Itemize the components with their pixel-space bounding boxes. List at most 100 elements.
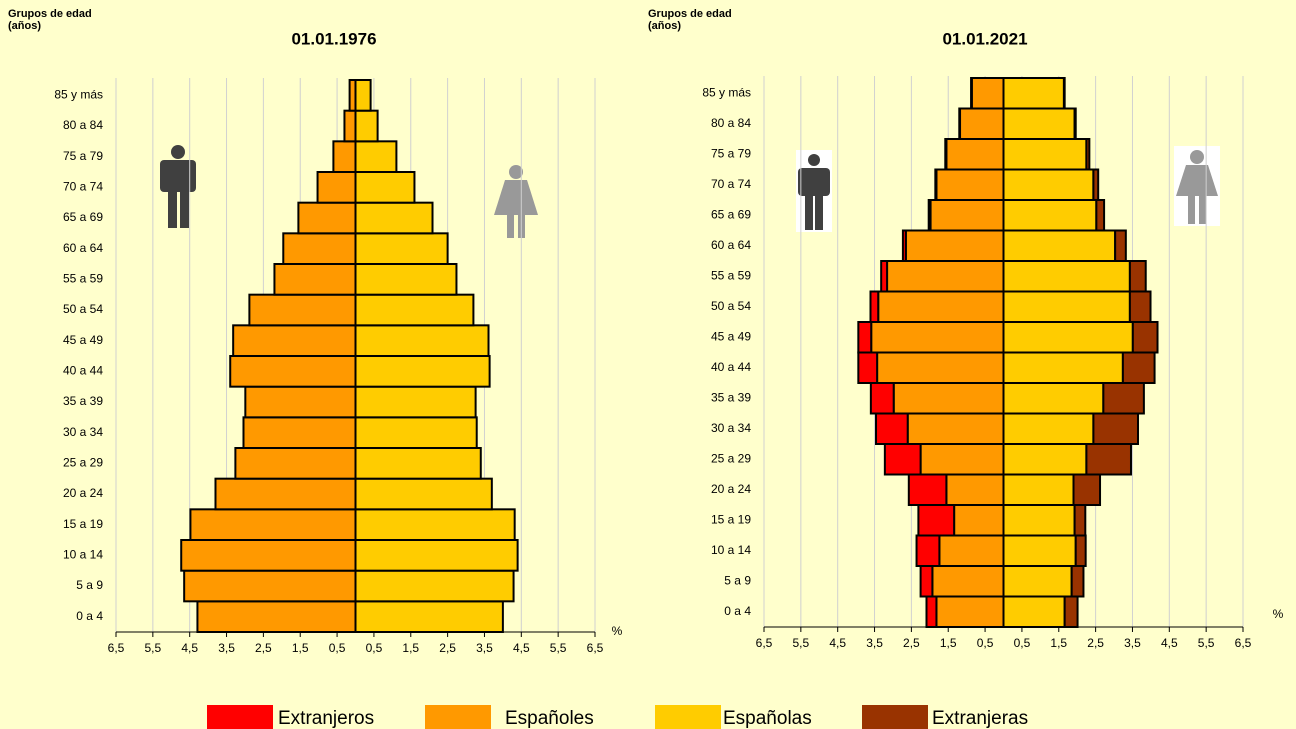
bar bbox=[354, 600, 504, 633]
legend-label: Españoles bbox=[505, 708, 594, 729]
bar bbox=[1002, 229, 1117, 262]
female-icon bbox=[1176, 150, 1218, 224]
bar bbox=[354, 109, 379, 143]
bar bbox=[929, 199, 1005, 232]
x-tick-label: 1,5 bbox=[1050, 636, 1067, 650]
bar bbox=[1085, 443, 1132, 476]
bar bbox=[1002, 443, 1088, 476]
bar bbox=[1072, 473, 1102, 506]
male-icon bbox=[798, 154, 830, 230]
bar bbox=[1002, 534, 1077, 567]
y-tick-label: 65 a 69 bbox=[711, 207, 751, 221]
x-tick-label: 4,5 bbox=[181, 641, 198, 655]
x-tick-label: 2,5 bbox=[1087, 636, 1104, 650]
female-icon bbox=[494, 165, 538, 238]
bar bbox=[1095, 199, 1106, 232]
bar bbox=[1128, 290, 1152, 323]
bar bbox=[354, 477, 493, 511]
bar bbox=[1002, 595, 1066, 628]
bar bbox=[1002, 290, 1131, 323]
x-tick-label: 5,5 bbox=[1198, 636, 1215, 650]
y-axis-label: (años) bbox=[8, 20, 41, 32]
y-tick-label: 45 a 49 bbox=[711, 329, 751, 343]
x-axis-label: % bbox=[1273, 607, 1284, 621]
x-tick-label: 5,5 bbox=[793, 636, 810, 650]
legend-label: Extranjeros bbox=[278, 708, 374, 729]
bar bbox=[904, 229, 1005, 262]
x-tick-label: 5,5 bbox=[550, 641, 567, 655]
bar bbox=[1002, 382, 1105, 415]
y-tick-label: 10 a 14 bbox=[711, 543, 751, 557]
bar bbox=[354, 263, 458, 296]
bar bbox=[959, 107, 1005, 140]
bar bbox=[883, 443, 922, 476]
y-tick-label: 60 a 64 bbox=[711, 238, 751, 252]
x-tick-label: 1,5 bbox=[292, 641, 309, 655]
y-tick-label: 50 a 54 bbox=[711, 299, 751, 313]
bar bbox=[857, 351, 879, 384]
bar bbox=[354, 416, 478, 450]
bar bbox=[196, 600, 357, 633]
legend-swatch bbox=[862, 705, 928, 729]
y-tick-label: 85 y más bbox=[702, 85, 751, 99]
bar bbox=[248, 293, 357, 327]
x-tick-label: 0,5 bbox=[1014, 636, 1031, 650]
bar bbox=[901, 229, 907, 262]
y-tick-label: 15 a 19 bbox=[711, 512, 751, 526]
y-tick-label: 5 a 9 bbox=[76, 578, 103, 592]
bar bbox=[935, 595, 1005, 628]
legend-label: Extranjeras bbox=[932, 708, 1028, 729]
bar bbox=[869, 290, 880, 323]
bar bbox=[1114, 229, 1127, 262]
legend-swatch bbox=[425, 705, 491, 729]
x-tick-label: 3,5 bbox=[218, 641, 235, 655]
bar bbox=[242, 416, 357, 450]
bar bbox=[180, 539, 357, 572]
y-tick-label: 75 a 79 bbox=[63, 149, 103, 163]
y-axis-label: Grupos de edad bbox=[648, 8, 732, 20]
bar bbox=[273, 263, 357, 296]
y-tick-label: 35 a 39 bbox=[711, 390, 751, 404]
bar bbox=[214, 477, 357, 511]
bar bbox=[927, 199, 932, 232]
bar bbox=[354, 447, 482, 480]
x-tick-label: 6,5 bbox=[1235, 636, 1252, 650]
y-tick-label: 65 a 69 bbox=[63, 210, 103, 224]
y-tick-label: 0 a 4 bbox=[76, 609, 103, 623]
bar bbox=[1070, 565, 1085, 598]
y-tick-label: 0 a 4 bbox=[724, 604, 751, 618]
y-tick-label: 35 a 39 bbox=[63, 394, 103, 408]
bar bbox=[354, 539, 519, 572]
bar bbox=[1121, 351, 1156, 384]
male-icon bbox=[160, 145, 196, 228]
y-tick-label: 45 a 49 bbox=[63, 333, 103, 347]
bar bbox=[1102, 382, 1145, 415]
x-tick-label: 2,5 bbox=[255, 641, 272, 655]
y-axis-label: Grupos de edad bbox=[8, 8, 92, 20]
bar bbox=[917, 504, 956, 537]
y-tick-label: 10 a 14 bbox=[63, 548, 103, 562]
y-tick-label: 70 a 74 bbox=[711, 177, 751, 191]
x-tick-label: 6,5 bbox=[756, 636, 773, 650]
y-tick-label: 75 a 79 bbox=[711, 146, 751, 160]
x-tick-label: 4,5 bbox=[513, 641, 530, 655]
y-tick-label: 30 a 34 bbox=[711, 421, 751, 435]
bar bbox=[958, 107, 962, 140]
legend-label: Españolas bbox=[723, 708, 812, 729]
chart-title: 01.01.2021 bbox=[942, 29, 1027, 48]
bar bbox=[354, 355, 491, 388]
bar bbox=[1002, 199, 1098, 232]
x-tick-label: 0,5 bbox=[977, 636, 994, 650]
y-tick-label: 20 a 24 bbox=[63, 486, 103, 500]
bar bbox=[282, 232, 357, 265]
y-tick-label: 15 a 19 bbox=[63, 517, 103, 531]
bar bbox=[886, 260, 1005, 293]
bar bbox=[1128, 260, 1147, 293]
bar bbox=[944, 138, 948, 171]
bar bbox=[919, 565, 934, 598]
bar bbox=[234, 447, 357, 480]
x-tick-label: 2,5 bbox=[439, 641, 456, 655]
legend-swatch bbox=[655, 705, 721, 729]
bar bbox=[934, 168, 938, 201]
